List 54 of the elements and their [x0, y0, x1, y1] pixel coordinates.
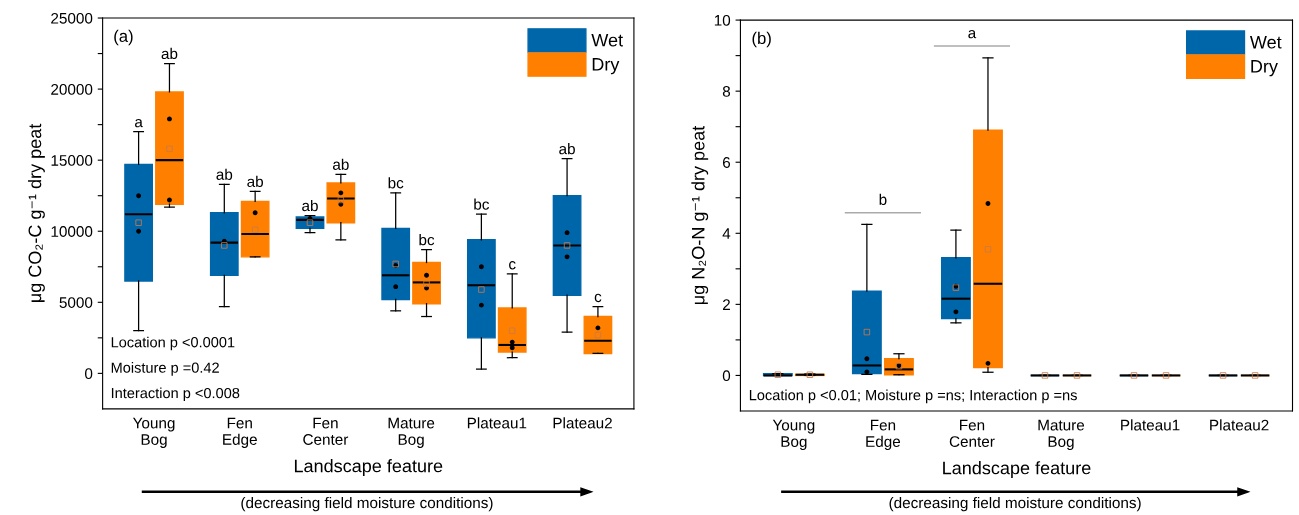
y-tick-label: 8: [722, 86, 731, 97]
x-tick-label: Fen Center: [303, 417, 349, 445]
x-tick-label: Plateau2: [553, 417, 612, 429]
y-tick-label: 6: [722, 157, 731, 168]
text: a: [968, 29, 977, 39]
text: a: [135, 118, 143, 128]
y-tick-label: 10: [714, 14, 731, 26]
text: (a): [114, 29, 133, 46]
text: (decreasing field moisture conditions): [241, 496, 493, 512]
y-tick-label: 0: [85, 368, 93, 380]
x-tick-label: Plateau2: [1210, 419, 1269, 431]
legend-label: Wet: [591, 33, 623, 47]
legend-label: Dry: [592, 58, 620, 75]
y-axis-title: μg CO₂-C g⁻¹ dry peat: [28, 123, 45, 302]
x-axis-title: Landscape feature: [294, 459, 443, 476]
annotation: Location p <0.0001: [111, 336, 235, 351]
text: c: [509, 261, 516, 270]
x-tick-label: Mature Bog: [388, 417, 435, 448]
text: bc: [474, 198, 490, 210]
text: ab: [161, 47, 178, 60]
text: (b): [752, 31, 771, 48]
x-tick-label: Fen Edge: [866, 419, 901, 450]
annotation: Interaction p <0.008: [111, 387, 240, 402]
y-tick-label: 25000: [51, 12, 93, 24]
x-tick-label: Young Bog: [772, 419, 815, 450]
text: bc: [388, 177, 404, 189]
text: ab: [216, 168, 233, 180]
x-tick-label: Young Bog: [132, 417, 175, 448]
legend-label: Dry: [1251, 60, 1278, 77]
y-tick-label: 20000: [51, 83, 93, 95]
y-tick-label: 2: [722, 299, 730, 310]
y-tick-label: 15000: [51, 155, 93, 166]
y-tick-label: 10000: [51, 226, 93, 237]
annotation: Location p <0.01; Moisture p =ns; Interaction p =ns: [749, 389, 1077, 404]
annotation: Moisture p =0.42: [111, 362, 219, 376]
text: ab: [559, 143, 575, 155]
x-tick-label: Fen Edge: [223, 417, 257, 448]
text: bc: [419, 234, 435, 246]
text: c: [594, 293, 602, 303]
text: (decreasing field moisture conditions): [889, 496, 1141, 512]
x-tick-label: Plateau1: [467, 417, 527, 429]
text: ab: [247, 175, 264, 188]
y-tick-label: 5000: [59, 297, 93, 308]
x-axis-title: Landscape feature: [943, 461, 1091, 478]
legend-label: Wet: [1249, 36, 1282, 49]
y-axis-title: μg N₂O-N g⁻¹ dry peat: [691, 125, 709, 305]
text: ab: [302, 199, 318, 212]
text: b: [879, 193, 887, 205]
x-tick-label: Plateau1: [1121, 419, 1180, 431]
x-tick-label: Mature Bog: [1038, 419, 1085, 450]
y-tick-label: 0: [722, 370, 731, 382]
text: ab: [333, 158, 349, 170]
y-tick-label: 4: [722, 228, 731, 239]
x-tick-label: Fen Center: [949, 419, 995, 447]
